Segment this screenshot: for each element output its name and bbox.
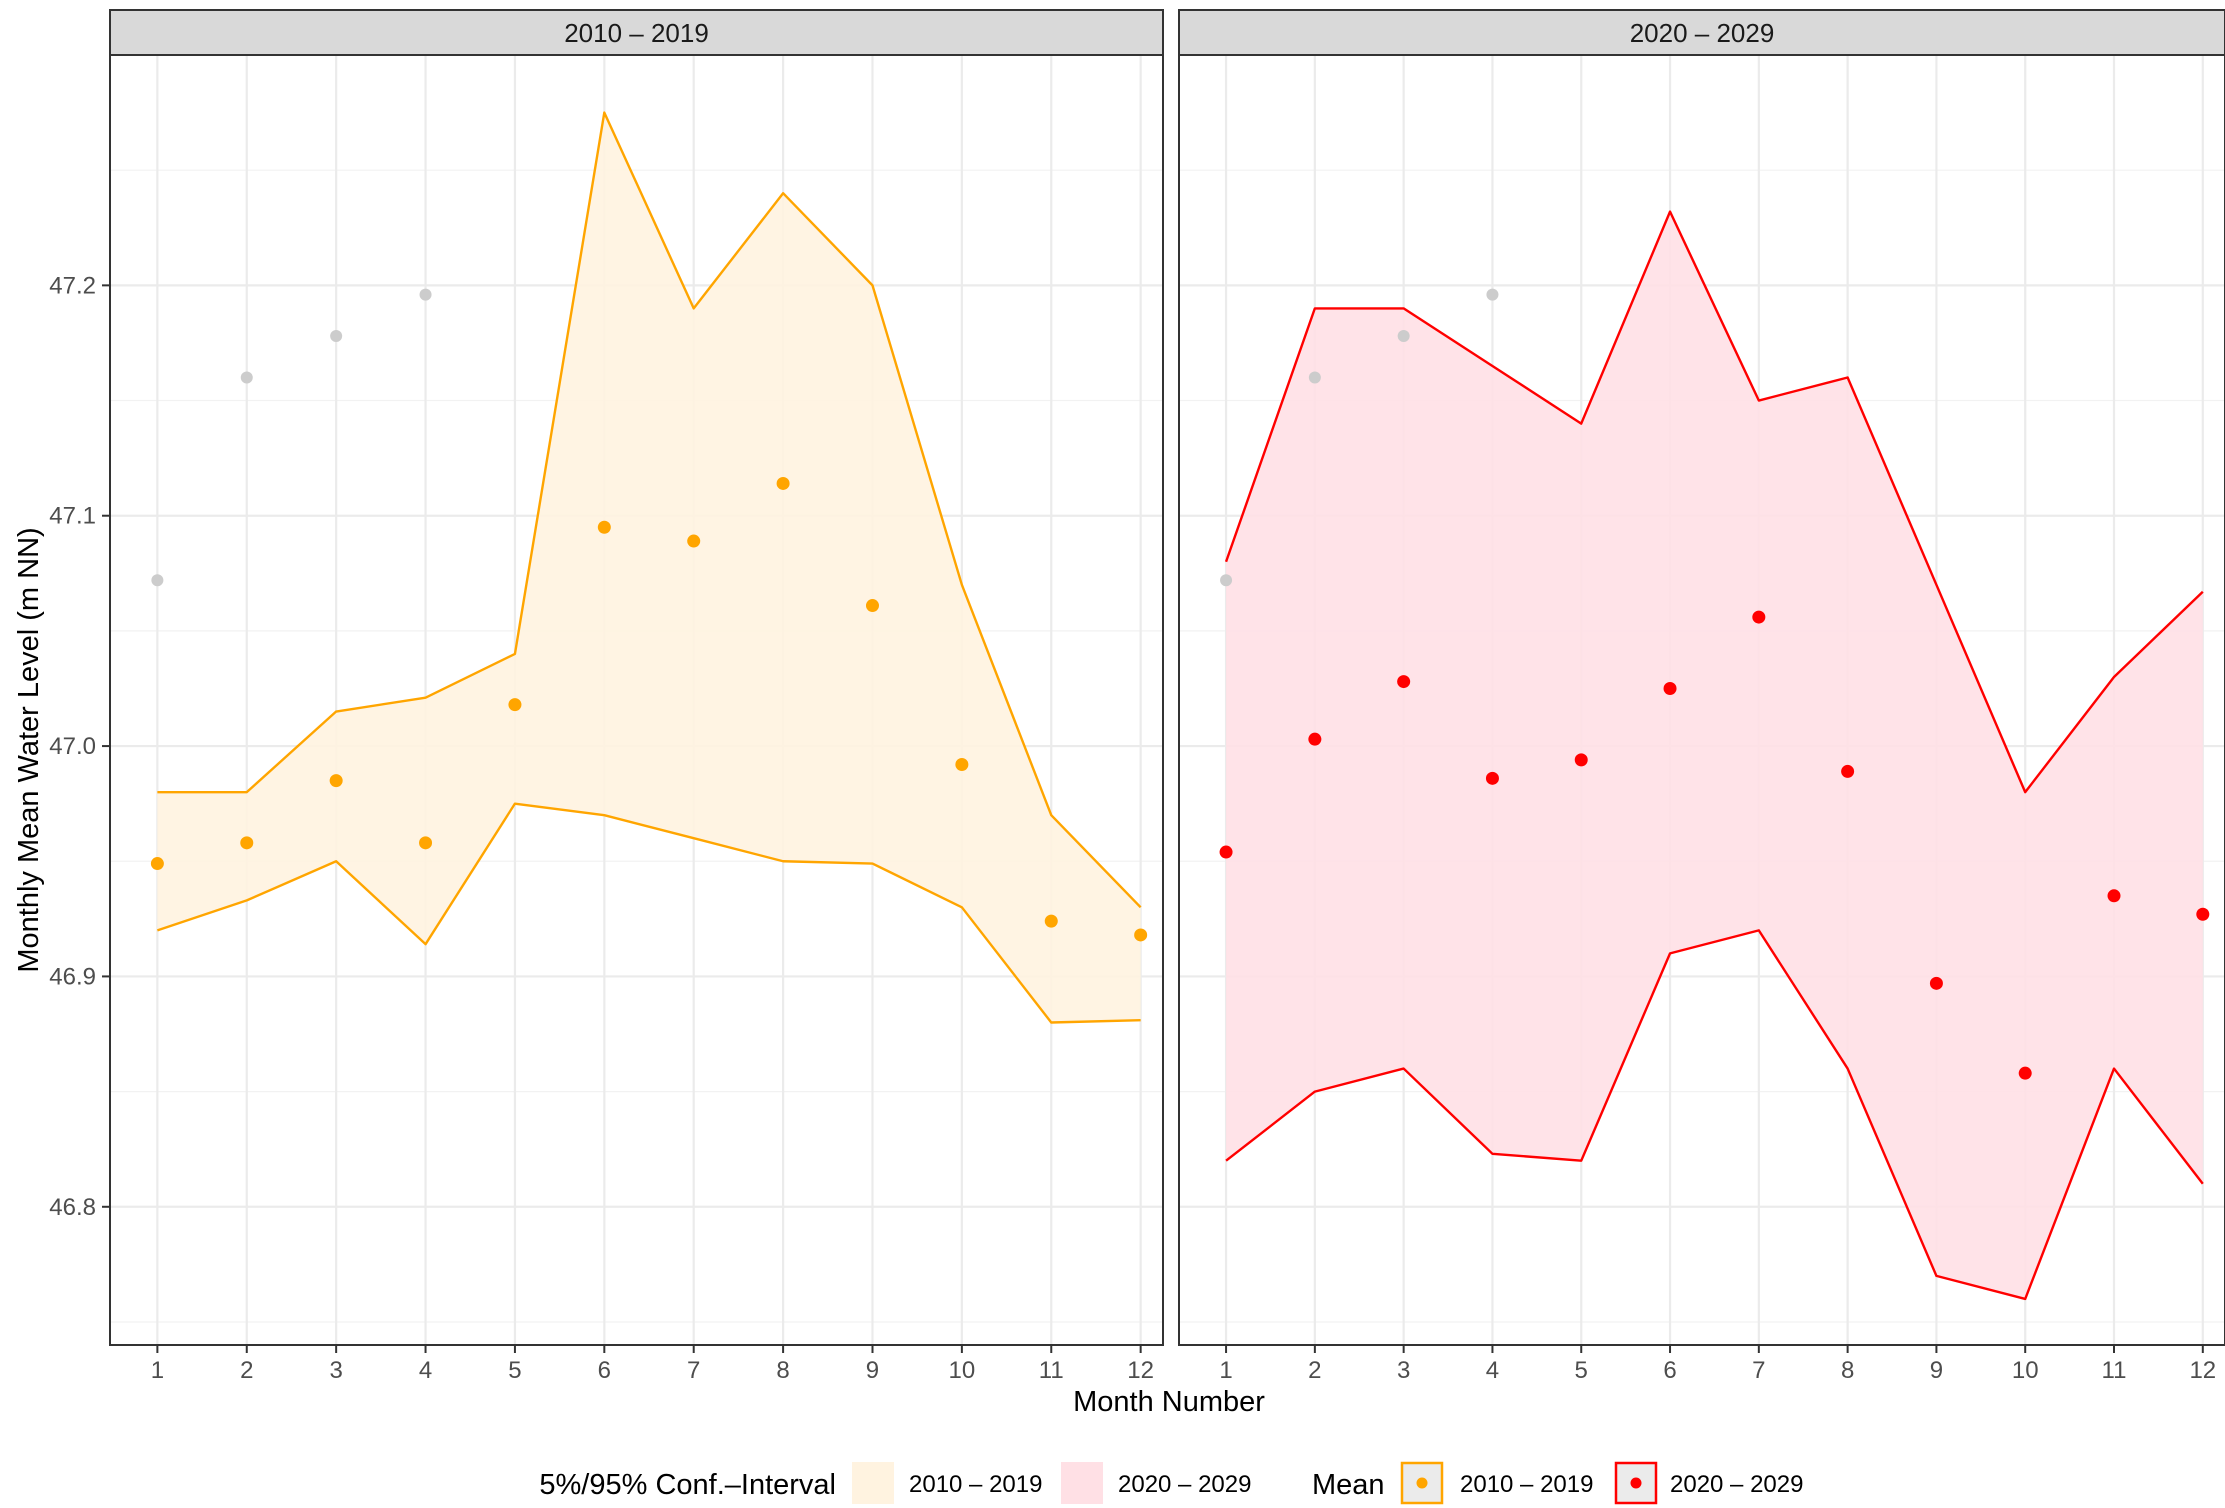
grey-point — [419, 288, 432, 301]
mean-point — [1134, 928, 1148, 942]
x-tick-label: 2 — [1308, 1357, 1321, 1384]
mean-point — [1397, 675, 1411, 689]
x-tick-label: 6 — [598, 1357, 611, 1384]
legend-ci-label-2010: 2010 – 2019 — [909, 1471, 1042, 1498]
y-axis: 46.8 46.9 47.0 47.1 47.2 — [49, 272, 110, 1221]
lower-bound-line — [1225, 929, 2204, 1301]
x-tick-label: 1 — [151, 1357, 164, 1384]
confidence-ribbon — [157, 112, 1141, 1023]
grey-point — [151, 574, 164, 587]
x-tick-label: 1 — [1219, 1357, 1232, 1384]
mean-point — [1219, 845, 1233, 859]
legend-ci-label-2020: 2020 – 2029 — [1118, 1471, 1251, 1498]
x-tick-label: 3 — [1397, 1357, 1410, 1384]
upper-bound-line — [1224, 210, 2204, 794]
y-tick-label: 47.0 — [49, 733, 96, 760]
mean-point — [687, 534, 701, 548]
mean-point — [2196, 907, 2210, 921]
mean-point — [597, 520, 611, 534]
mean-point — [1841, 764, 1855, 778]
facet-strip-label: 2020 – 2029 — [1630, 18, 1775, 48]
lower-bound-line — [156, 802, 1141, 1024]
x-tick-label: 8 — [1841, 1357, 1854, 1384]
x-tick-label: 11 — [1039, 1357, 1064, 1384]
x-tick-label: 12 — [1127, 1357, 1154, 1384]
x-tick-label: 9 — [866, 1357, 879, 1384]
y-axis-title: Monthly Mean Water Level (m NN) — [13, 527, 45, 972]
x-tick-label: 5 — [1575, 1357, 1588, 1384]
facet-strip — [109, 9, 1164, 56]
mean-point — [1044, 914, 1058, 928]
y-tick-label: 46.9 — [49, 963, 96, 990]
x-tick-label: 10 — [949, 1357, 976, 1384]
confidence-ribbon — [1226, 211, 2203, 1299]
mean-point — [508, 698, 522, 712]
legend-mean-title: Mean — [1312, 1469, 1385, 1501]
mean-point — [419, 836, 433, 850]
facet-strip-label: 2010 – 2019 — [564, 18, 709, 48]
x-tick-label: 8 — [776, 1357, 789, 1384]
x-tick-label: 5 — [508, 1357, 521, 1384]
mean-point — [1574, 753, 1588, 767]
y-tick-label: 46.8 — [49, 1194, 96, 1221]
mean-point — [776, 476, 790, 490]
legend-ci-key-2020 — [1061, 1462, 1103, 1504]
mean-point — [1752, 610, 1766, 624]
grey-point — [1397, 330, 1410, 343]
x-axis-title: Month Number — [1073, 1386, 1265, 1418]
mean-point — [240, 836, 254, 850]
x-tick-label: 3 — [329, 1357, 342, 1384]
grey-point — [1486, 288, 1499, 301]
y-tick-label: 47.2 — [49, 272, 96, 299]
grey-point — [1308, 371, 1321, 384]
grey-point — [1220, 574, 1233, 587]
facet-strip — [1178, 9, 2225, 56]
upper-bound-line — [157, 111, 1142, 909]
x-tick-label: 11 — [2102, 1357, 2127, 1384]
mean-point — [865, 599, 879, 613]
legend: 5%/95% Conf.–Interval 2010 – 2019 2020 –… — [539, 1461, 1803, 1505]
x-tick-label: 9 — [1930, 1357, 1943, 1384]
mean-point — [1663, 681, 1677, 695]
mean-point — [329, 774, 343, 788]
x-tick-label: 2 — [240, 1357, 253, 1384]
mean-point — [955, 758, 969, 771]
grey-point — [330, 330, 343, 343]
legend-ci-key-2010 — [852, 1462, 894, 1504]
grey-point — [240, 371, 253, 384]
x-tick-label: 7 — [1752, 1357, 1765, 1384]
mean-point — [2018, 1066, 2032, 1080]
mean-point — [2107, 889, 2121, 903]
x-tick-label: 6 — [1663, 1357, 1676, 1384]
mean-point — [1308, 732, 1322, 746]
x-tick-label: 4 — [419, 1357, 432, 1384]
x-tick-label: 12 — [2189, 1357, 2216, 1384]
legend-mean-label-2010: 2010 – 2019 — [1460, 1471, 1593, 1498]
legend-mean-dot-2020 — [1630, 1477, 1642, 1489]
legend-mean-dot-2010 — [1416, 1477, 1428, 1489]
legend-mean-label-2020: 2020 – 2029 — [1670, 1471, 1803, 1498]
y-tick-label: 47.1 — [49, 503, 96, 530]
legend-ci-title: 5%/95% Conf.–Interval — [539, 1469, 836, 1501]
mean-point — [1485, 771, 1499, 785]
x-tick-label: 10 — [2012, 1357, 2039, 1384]
mean-point — [150, 857, 164, 871]
x-tick-label: 4 — [1486, 1357, 1499, 1384]
mean-point — [1929, 976, 1943, 990]
x-tick-label: 7 — [687, 1357, 700, 1384]
